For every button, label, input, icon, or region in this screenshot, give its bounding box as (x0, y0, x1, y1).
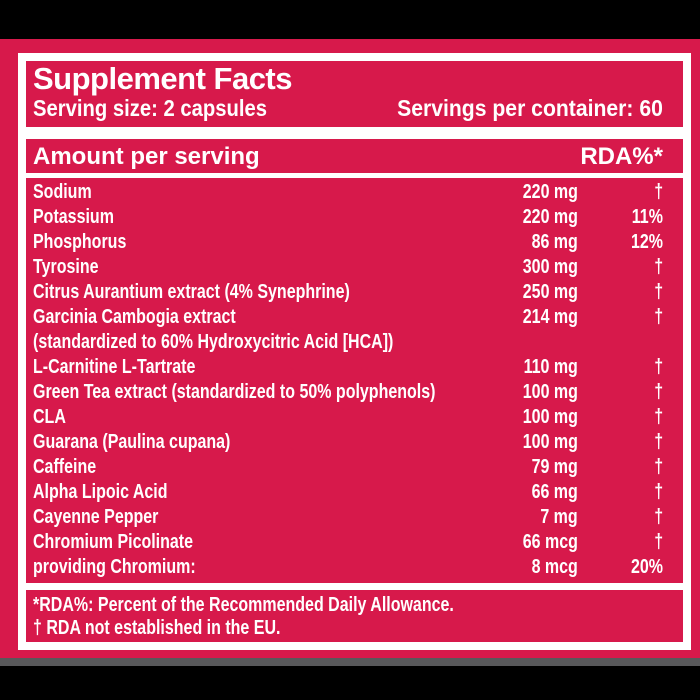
ingredient-name: Citrus Aurantium extract (4% Synephrine) (33, 281, 350, 303)
ingredient-rda-percent: † (654, 456, 663, 478)
table-row: Phosphorus 86 mg 12% (33, 230, 663, 255)
table-row: Cayenne Pepper 7 mg † (33, 505, 663, 530)
ingredient-name: Garcinia Cambogia extract (33, 306, 236, 328)
header-separator-bar (26, 127, 683, 139)
ingredient-rda-percent: 12% (630, 231, 663, 253)
ingredient-amount: 220 mg (522, 181, 578, 203)
table-row: Alpha Lipoic Acid 66 mg † (33, 480, 663, 505)
ingredient-rda-percent: 20% (630, 556, 663, 578)
ingredient-rda-percent: † (654, 281, 663, 303)
table-row: providing Chromium: 8 mcg 20% (33, 555, 663, 580)
ingredient-name: Chromium Picolinate (33, 531, 194, 553)
ingredient-name: Potassium (33, 206, 114, 228)
table-row: Potassium 220 mg 11% (33, 205, 663, 230)
column-header-underline (26, 173, 683, 178)
table-row: Chromium Picolinate 66 mcg † (33, 530, 663, 555)
ingredient-rda-percent: † (654, 406, 663, 428)
ingredient-amount: 100 mg (522, 406, 578, 428)
ingredient-rda-percent: † (654, 306, 663, 328)
facts-rows: Sodium 220 mg † Potassium 220 mg 11% Pho… (26, 178, 683, 580)
servings-per-container-text: Servings per container: 60 (397, 95, 663, 121)
table-row: Tyrosine 300 mg † (33, 255, 663, 280)
ingredient-name: Phosphorus (33, 231, 127, 253)
bottom-gray-strip (0, 658, 700, 666)
ingredient-amount (458, 330, 578, 355)
ingredient-amount: 110 mg (523, 356, 578, 378)
footnotes: *RDA%: Percent of the Recommended Daily … (26, 590, 683, 640)
ingredient-amount: 300 mg (522, 256, 578, 278)
ingredient-rda-percent: † (654, 381, 663, 403)
table-row: Guarana (Paulina cupana) 100 mg † (33, 430, 663, 455)
ingredient-amount: 66 mg (531, 481, 578, 503)
ingredient-amount: 86 mg (531, 231, 578, 253)
ingredient-amount: 79 mg (531, 456, 578, 478)
ingredient-name: CLA (33, 406, 66, 428)
ingredient-name: (standardized to 60% Hydroxycitric Acid … (33, 331, 394, 353)
ingredient-name: L-Carnitine L-Tartrate (33, 356, 196, 378)
ingredient-amount: 250 mg (522, 281, 578, 303)
table-row: Caffeine 79 mg † (33, 455, 663, 480)
ingredient-amount: 8 mcg (531, 556, 578, 578)
ingredient-rda-percent: † (654, 256, 663, 278)
ingredient-amount: 66 mcg (522, 531, 578, 553)
ingredient-name: Guarana (Paulina cupana) (33, 431, 231, 453)
ingredient-amount: 7 mg (540, 506, 578, 528)
supplement-facts-panel: Supplement Facts Serving size: 2 capsule… (0, 39, 700, 658)
table-row: (standardized to 60% Hydroxycitric Acid … (33, 330, 663, 355)
column-header-row: Amount per serving RDA%* (26, 139, 683, 171)
ingredient-name: providing Chromium: (33, 556, 196, 578)
ingredient-rda-percent: † (654, 481, 663, 503)
panel-title: Supplement Facts (33, 61, 293, 96)
panel-content: Supplement Facts Serving size: 2 capsule… (26, 61, 683, 642)
ingredient-rda-percent: † (654, 531, 663, 553)
table-row: CLA 100 mg † (33, 405, 663, 430)
serving-info-row: Serving size: 2 capsules Servings per co… (33, 95, 663, 121)
rda-footnote: *RDA%: Percent of the Recommended Daily … (33, 594, 454, 616)
ingredient-name: Alpha Lipoic Acid (33, 481, 168, 503)
ingredient-rda-percent (578, 330, 663, 355)
ingredient-amount: 100 mg (522, 381, 578, 403)
ingredient-rda-percent: † (654, 181, 663, 203)
ingredient-name: Cayenne Pepper (33, 506, 159, 528)
ingredient-name: Tyrosine (33, 256, 99, 278)
table-row: Green Tea extract (standardized to 50% p… (33, 380, 663, 405)
ingredient-name: Green Tea extract (standardized to 50% p… (33, 381, 436, 403)
dagger-footnote: † RDA not established in the EU. (33, 617, 281, 639)
serving-size-text: Serving size: 2 capsules (33, 95, 267, 121)
footnote-separator-line (26, 583, 683, 590)
table-row: Citrus Aurantium extract (4% Synephrine)… (33, 280, 663, 305)
panel-header: Supplement Facts Serving size: 2 capsule… (26, 61, 683, 122)
rda-percent-header: RDA%* (580, 143, 663, 170)
ingredient-amount: 100 mg (522, 431, 578, 453)
ingredient-rda-percent: 11% (631, 206, 663, 228)
ingredient-amount: 220 mg (522, 206, 578, 228)
ingredient-rda-percent: † (654, 431, 663, 453)
table-row: Garcinia Cambogia extract 214 mg † (33, 305, 663, 330)
ingredient-name: Caffeine (33, 456, 97, 478)
ingredient-rda-percent: † (654, 506, 663, 528)
panel-border-frame: Supplement Facts Serving size: 2 capsule… (18, 53, 691, 650)
ingredient-name: Sodium (33, 181, 92, 203)
amount-per-serving-header: Amount per serving (33, 143, 260, 170)
ingredient-rda-percent: † (654, 356, 663, 378)
ingredient-amount: 214 mg (522, 306, 578, 328)
table-row: Sodium 220 mg † (33, 180, 663, 205)
table-row: L-Carnitine L-Tartrate 110 mg † (33, 355, 663, 380)
